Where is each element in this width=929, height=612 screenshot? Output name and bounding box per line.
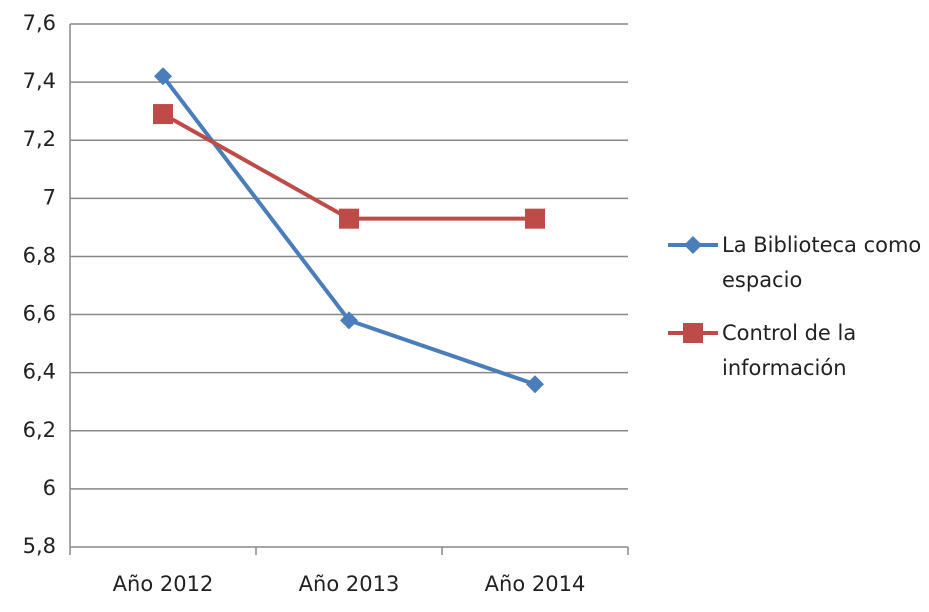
x-tick-label: Año 2012 [113, 572, 214, 596]
y-tick-label: 6,2 [23, 418, 56, 442]
data-point [526, 375, 544, 394]
y-tick-label: 7,6 [23, 11, 56, 35]
data-point [340, 311, 358, 330]
x-tick-label: Año 2013 [299, 572, 400, 596]
series-line [162, 112, 535, 221]
y-tick-label: 6 [43, 476, 56, 500]
legend-marker [683, 323, 703, 343]
y-tick-label: 6,8 [23, 243, 56, 267]
legend-label: Control de la información [722, 321, 857, 380]
data-point [339, 208, 359, 229]
data-point [153, 104, 173, 125]
y-tick-label: 6,4 [23, 360, 56, 384]
legend-label: La Biblioteca como espacio [722, 233, 922, 292]
y-tick-label: 7,2 [23, 127, 56, 151]
y-tick-label: 6,6 [23, 302, 56, 326]
data-point [154, 67, 172, 86]
y-tick-label: 7,4 [23, 69, 56, 93]
x-tick-label: Año 2014 [485, 572, 586, 596]
legend-marker [684, 236, 702, 254]
series-line [161, 75, 536, 387]
data-point [525, 208, 545, 229]
y-tick-label: 7 [43, 185, 56, 209]
y-tick-label: 5,8 [23, 534, 56, 558]
